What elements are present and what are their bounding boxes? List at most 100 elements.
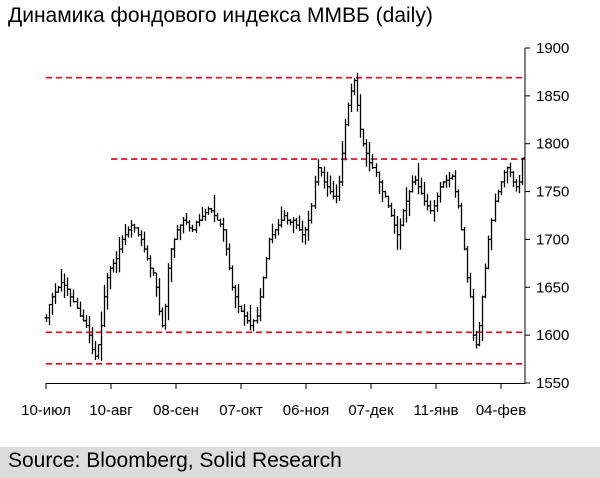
price-bar [163, 303, 168, 330]
price-bar [78, 301, 83, 317]
price-bar [251, 319, 256, 332]
price-bar [291, 217, 296, 234]
price-bar [203, 208, 208, 221]
price-bar [206, 206, 211, 215]
price-bar [489, 218, 494, 251]
price-bar [435, 192, 440, 213]
price-bar [87, 316, 92, 344]
price-bar [215, 212, 220, 221]
price-bar [316, 159, 321, 186]
price-bar [53, 283, 58, 304]
price-bar [514, 179, 519, 192]
y-tick-label: 1900 [536, 40, 569, 57]
price-bar [139, 230, 144, 247]
x-tick-label: 10-июл [21, 402, 71, 419]
price-bar [187, 219, 192, 232]
price-bar [71, 289, 76, 303]
price-bar [520, 157, 525, 185]
price-bar [129, 220, 134, 238]
price-bar [306, 210, 311, 241]
price-bar [499, 181, 504, 196]
price-bar [349, 83, 354, 113]
price-bar [444, 174, 449, 189]
price-bar [450, 174, 455, 180]
price-bar [410, 175, 415, 193]
price-bar [340, 141, 345, 186]
price-bar [157, 278, 162, 316]
price-bar [419, 177, 424, 195]
price-bar [377, 171, 382, 194]
price-bar [50, 292, 55, 315]
price-bar [309, 203, 314, 224]
price-bar [236, 283, 241, 314]
price-bar [184, 213, 189, 225]
x-tick-label: 11-янв [414, 402, 459, 419]
price-bar [505, 166, 510, 184]
source-note: Source: Bloomberg, Solid Research [8, 449, 342, 472]
price-bar [428, 200, 433, 214]
price-bar [132, 223, 137, 233]
support-resistance-levels [46, 76, 525, 365]
price-bar [59, 268, 64, 292]
price-bar [178, 224, 183, 241]
price-bar [416, 163, 421, 195]
price-bar [294, 218, 299, 230]
price-bar [126, 226, 131, 238]
x-tick-label: 10-авг [89, 402, 133, 419]
price-bar [313, 175, 318, 209]
y-tick-label: 1550 [536, 375, 569, 392]
price-bar [276, 219, 281, 236]
axes [46, 48, 526, 384]
price-bar [242, 304, 247, 326]
price-bar [111, 258, 116, 273]
price-bar [398, 218, 403, 250]
price-bar [68, 288, 73, 307]
price-bar [401, 208, 406, 227]
price-bar [425, 194, 430, 211]
price-bar [432, 200, 437, 222]
price-bar [483, 263, 488, 299]
price-bar [468, 272, 473, 298]
price-bar [117, 237, 122, 273]
price-bar [285, 211, 290, 225]
price-bar [200, 206, 205, 222]
price-bar [453, 170, 458, 198]
y-tick-label: 1600 [536, 327, 569, 344]
price-bar [258, 288, 263, 322]
price-bar [493, 193, 498, 223]
price-bar [105, 272, 110, 310]
price-bar [148, 255, 153, 278]
price-bar [224, 229, 229, 256]
price-bar [367, 142, 372, 172]
price-bar [447, 171, 452, 188]
price-bar [227, 243, 232, 271]
price-bar [459, 202, 464, 231]
price-bar [248, 304, 253, 331]
price-bar [181, 217, 186, 234]
footer-bar [0, 447, 600, 478]
y-tick-label: 1650 [536, 279, 569, 296]
price-bar [160, 307, 165, 328]
price-bar [190, 224, 195, 233]
price-bar [151, 267, 156, 276]
y-tick-label: 1850 [536, 88, 569, 105]
y-tick-label: 1750 [536, 184, 569, 201]
y-tick-label: 1700 [536, 231, 569, 248]
price-bar [65, 277, 70, 296]
price-bar [325, 171, 330, 197]
price-bar [212, 195, 217, 223]
price-bar [172, 238, 177, 259]
price-bar [169, 247, 174, 283]
price-bar [392, 208, 397, 234]
price-bar [93, 340, 98, 361]
price-bar [486, 235, 491, 270]
price-bar [374, 163, 379, 177]
x-tick-label: 04-фев [476, 402, 526, 419]
price-bar [261, 276, 266, 299]
price-bar [102, 284, 107, 328]
price-bars [44, 72, 525, 361]
price-bar [471, 288, 476, 342]
price-bar [175, 225, 180, 241]
price-bar [480, 295, 485, 341]
chart-title: Динамика фондового индекса ММВБ (daily) [8, 4, 433, 27]
